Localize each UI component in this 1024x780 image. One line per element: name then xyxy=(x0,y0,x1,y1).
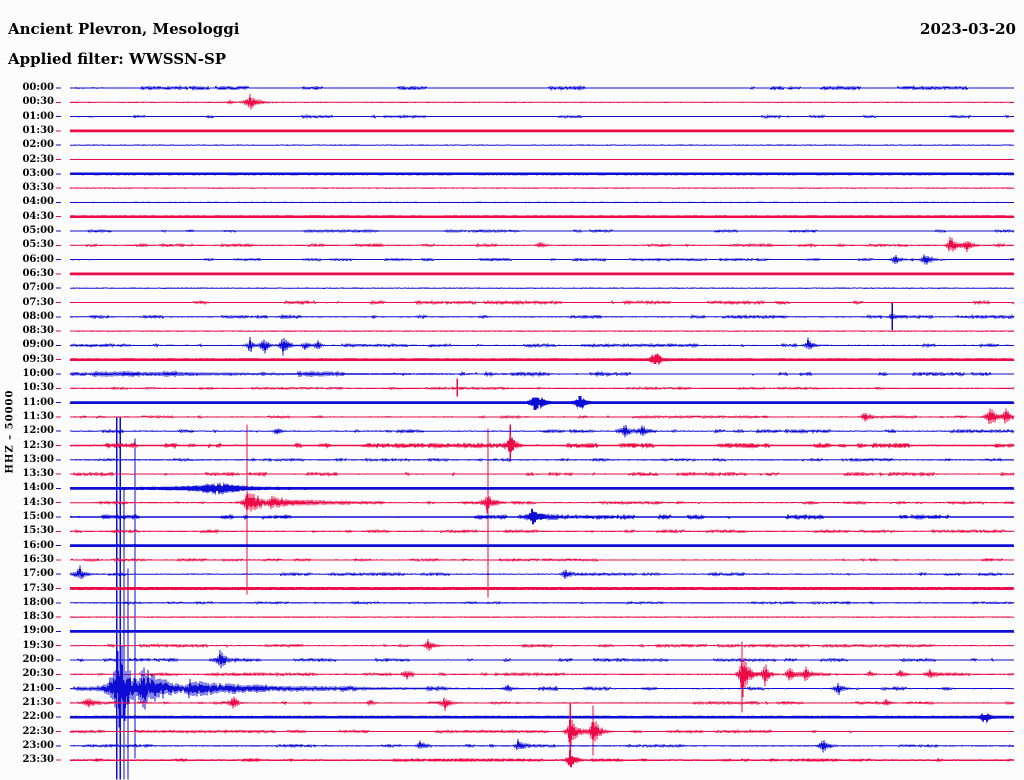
time-label-06:30: 06:30 xyxy=(22,267,54,279)
trace-00:00 xyxy=(69,84,1015,92)
time-label-02:00: 02:00 xyxy=(22,139,54,151)
trace-12:00 xyxy=(69,424,1015,438)
time-label-02:30: 02:30 xyxy=(22,153,54,165)
time-label-22:00: 22:00 xyxy=(22,711,54,723)
time-label-00:30: 00:30 xyxy=(22,96,54,108)
trace-07:00 xyxy=(69,287,1015,290)
trace-00:30 xyxy=(69,94,1015,110)
time-label-22:30: 22:30 xyxy=(22,725,54,737)
date-label: 2023-03-20 xyxy=(920,20,1016,38)
trace-13:00 xyxy=(69,457,1015,463)
trace-11:00 xyxy=(69,395,1015,411)
time-label-21:30: 21:30 xyxy=(22,696,54,708)
time-label-01:30: 01:30 xyxy=(22,124,54,136)
trace-20:00 xyxy=(69,650,1015,669)
time-label-12:30: 12:30 xyxy=(22,439,54,451)
trace-06:00 xyxy=(69,254,1015,265)
time-label-11:30: 11:30 xyxy=(22,410,54,422)
time-label-19:30: 19:30 xyxy=(22,639,54,651)
trace-05:00 xyxy=(69,228,1015,234)
trace-14:30 xyxy=(69,492,1015,515)
time-label-15:00: 15:00 xyxy=(22,511,54,522)
station-title: Ancient Plevron, Mesologgi xyxy=(8,20,240,38)
trace-21:30 xyxy=(69,696,1015,711)
trace-12:30 xyxy=(69,437,1015,453)
filter-label: Applied filter: WWSSN-SP xyxy=(8,50,227,68)
time-label-19:00: 19:00 xyxy=(22,625,54,637)
trace-01:00 xyxy=(69,114,1015,119)
time-label-12:00: 12:00 xyxy=(22,425,54,437)
trace-22:30 xyxy=(69,712,1015,747)
trace-16:30 xyxy=(69,557,1015,563)
trace-18:30 xyxy=(69,616,1015,619)
time-label-14:00: 14:00 xyxy=(22,482,54,494)
time-label-17:30: 17:30 xyxy=(22,582,54,594)
time-label-21:00: 21:00 xyxy=(22,682,54,694)
trace-03:30 xyxy=(69,187,1015,189)
trace-18:00 xyxy=(69,600,1015,605)
trace-22:00 xyxy=(69,712,1015,724)
trace-10:00 xyxy=(69,369,1015,378)
time-label-23:30: 23:30 xyxy=(22,754,54,766)
time-label-15:30: 15:30 xyxy=(22,525,54,537)
time-label-08:30: 08:30 xyxy=(22,325,54,337)
trace-20:30 xyxy=(69,655,1015,698)
time-label-13:00: 13:00 xyxy=(22,453,54,465)
time-label-14:30: 14:30 xyxy=(22,496,54,508)
time-label-03:00: 03:00 xyxy=(22,167,54,179)
time-label-09:30: 09:30 xyxy=(22,353,54,365)
time-label-08:00: 08:00 xyxy=(22,310,54,322)
time-label-07:00: 07:00 xyxy=(22,282,54,294)
trace-14:00 xyxy=(69,482,1015,496)
trace-08:00 xyxy=(69,312,1015,320)
time-label-20:00: 20:00 xyxy=(22,654,54,665)
trace-13:30 xyxy=(69,471,1015,478)
time-label-18:30: 18:30 xyxy=(22,611,54,623)
time-label-06:00: 06:00 xyxy=(22,253,54,265)
trace-21:00 xyxy=(69,645,1015,728)
time-label-01:00: 01:00 xyxy=(22,110,54,122)
trace-10:30 xyxy=(69,386,1015,391)
trace-23:00 xyxy=(69,738,1015,753)
time-label-20:30: 20:30 xyxy=(22,668,54,680)
time-label-18:00: 18:00 xyxy=(22,596,54,608)
trace-11:30 xyxy=(69,408,1015,425)
trace-15:00 xyxy=(69,508,1015,525)
trace-07:30 xyxy=(69,299,1015,306)
trace-09:30 xyxy=(69,352,1015,366)
time-label-10:30: 10:30 xyxy=(22,382,54,394)
time-label-03:30: 03:30 xyxy=(22,182,54,194)
time-label-13:30: 13:30 xyxy=(22,468,54,480)
time-label-04:00: 04:00 xyxy=(22,196,54,208)
trace-19:30 xyxy=(69,638,1015,651)
trace-15:30 xyxy=(69,528,1015,534)
trace-23:30 xyxy=(69,749,1015,768)
time-label-05:30: 05:30 xyxy=(22,239,54,251)
time-label-23:00: 23:00 xyxy=(22,739,54,751)
time-label-16:00: 16:00 xyxy=(22,539,54,551)
time-label-11:00: 11:00 xyxy=(22,396,54,408)
time-label-10:00: 10:00 xyxy=(22,368,54,379)
trace-05:30 xyxy=(69,236,1015,252)
trace-09:00 xyxy=(69,336,1015,356)
time-label-07:30: 07:30 xyxy=(22,296,54,308)
time-label-09:00: 09:00 xyxy=(22,339,54,351)
time-label-16:30: 16:30 xyxy=(22,553,54,565)
time-label-04:30: 04:30 xyxy=(22,210,54,222)
time-label-05:00: 05:00 xyxy=(22,225,54,236)
trace-08:30 xyxy=(69,330,1015,333)
time-label-17:00: 17:00 xyxy=(22,568,54,580)
time-label-00:00: 00:00 xyxy=(22,82,54,93)
trace-17:00 xyxy=(69,565,1015,580)
